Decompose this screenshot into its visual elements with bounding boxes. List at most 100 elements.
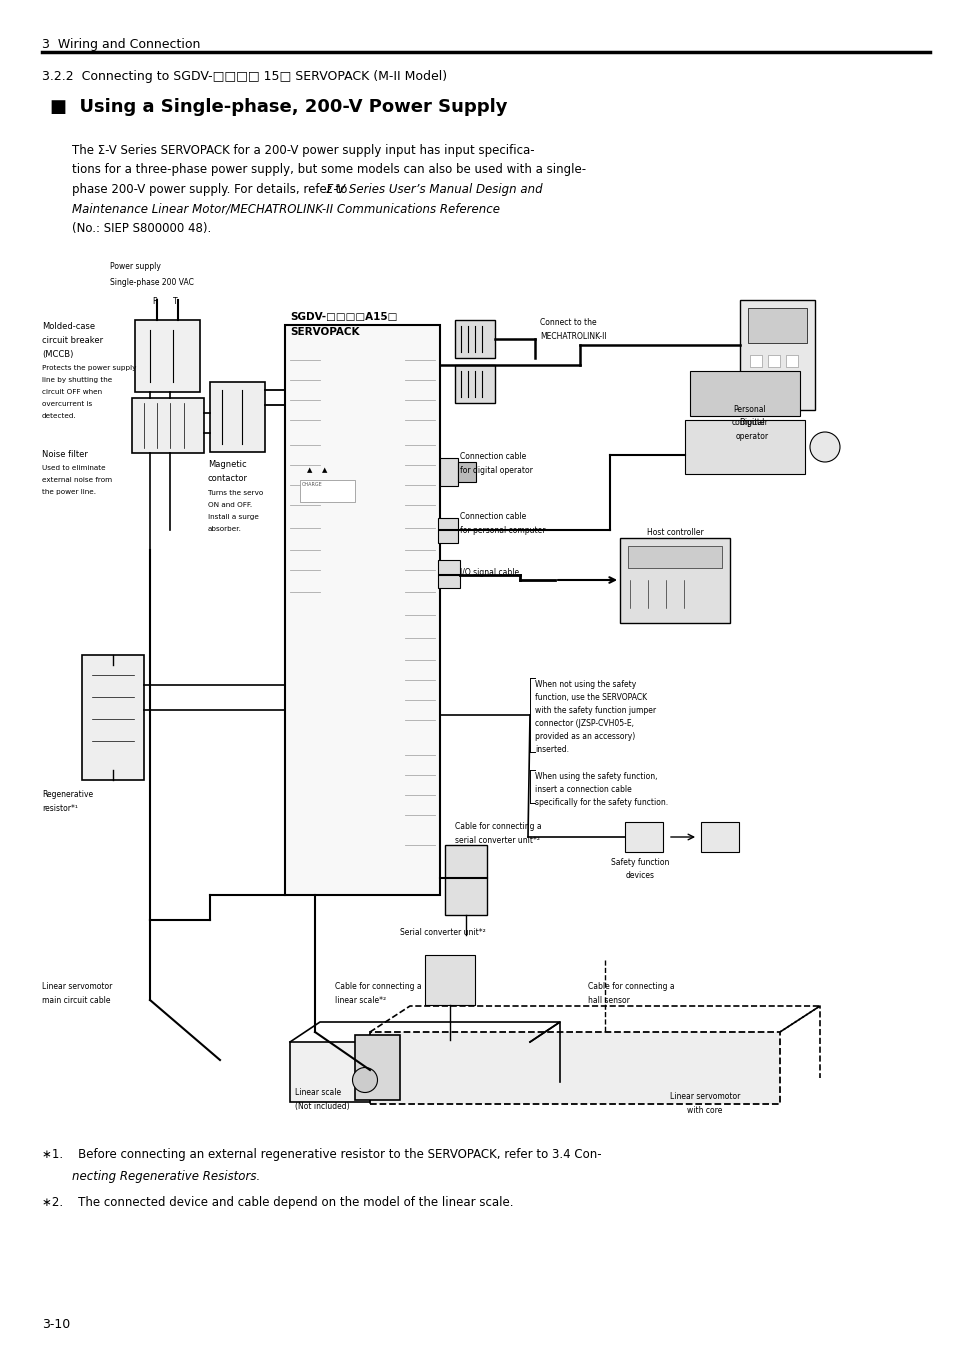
Text: connector (JZSP-CVH05-E,: connector (JZSP-CVH05-E, <box>535 719 634 727</box>
Text: 3  Wiring and Connection: 3 Wiring and Connection <box>42 38 200 51</box>
Text: MECHATROLINK-II: MECHATROLINK-II <box>539 333 606 341</box>
Text: Connection cable: Connection cable <box>459 512 526 521</box>
Text: I/O signal cable: I/O signal cable <box>459 568 518 577</box>
Text: Cable for connecting a: Cable for connecting a <box>587 982 674 991</box>
Text: ■  Using a Single-phase, 200-V Power Supply: ■ Using a Single-phase, 200-V Power Supp… <box>50 97 507 116</box>
Text: ∗1.    Before connecting an external regenerative resistor to the SERVOPACK, ref: ∗1. Before connecting an external regene… <box>42 1148 601 1161</box>
Text: with core: with core <box>686 1106 722 1115</box>
Text: hall sensor: hall sensor <box>587 996 629 1005</box>
Text: SERVOPACK: SERVOPACK <box>290 327 359 337</box>
Bar <box>437 560 459 588</box>
Text: 3.2.2  Connecting to SGDV-□□□□ 15□ SERVOPACK (M-II Model): 3.2.2 Connecting to SGDV-□□□□ 15□ SERVOP… <box>42 70 447 82</box>
Bar <box>684 420 804 475</box>
Text: 3-10: 3-10 <box>42 1318 71 1330</box>
Text: Σ-V Series User’s Manual Design and: Σ-V Series User’s Manual Design and <box>326 183 542 196</box>
Bar <box>740 300 814 410</box>
Bar <box>437 518 457 544</box>
Text: SGDV-□□□□A15□: SGDV-□□□□A15□ <box>290 312 397 322</box>
Bar <box>455 320 495 358</box>
Bar <box>747 308 806 343</box>
Text: Connection cable: Connection cable <box>459 452 526 461</box>
Bar <box>82 654 144 780</box>
Text: function, use the SERVOPACK: function, use the SERVOPACK <box>535 694 646 702</box>
Text: inserted.: inserted. <box>535 745 568 754</box>
Bar <box>132 397 204 453</box>
Ellipse shape <box>809 433 840 462</box>
Bar <box>290 1042 530 1102</box>
Text: (Not included): (Not included) <box>294 1102 349 1111</box>
Bar <box>627 546 721 568</box>
Bar <box>749 373 761 385</box>
Text: Cable for connecting a: Cable for connecting a <box>455 822 541 831</box>
Text: T: T <box>172 297 177 306</box>
Text: devices: devices <box>625 871 654 880</box>
Text: Linear servomotor: Linear servomotor <box>42 982 112 991</box>
Text: (MCCB): (MCCB) <box>42 350 73 360</box>
Text: insert a connection cable: insert a connection cable <box>535 786 631 794</box>
Bar <box>299 480 355 502</box>
Bar <box>355 1036 399 1101</box>
Text: R: R <box>152 297 157 306</box>
Text: Cable for connecting a: Cable for connecting a <box>335 982 421 991</box>
Text: necting Regenerative Resistors.: necting Regenerative Resistors. <box>42 1169 260 1183</box>
Text: Power supply: Power supply <box>110 262 161 270</box>
Bar <box>455 365 495 403</box>
Text: circuit breaker: circuit breaker <box>42 337 103 345</box>
Bar <box>457 462 476 483</box>
Text: circuit OFF when: circuit OFF when <box>42 389 102 395</box>
Bar <box>624 822 662 852</box>
Text: Digital: Digital <box>739 418 764 427</box>
Text: Connect to the: Connect to the <box>539 318 596 327</box>
Bar <box>785 356 797 366</box>
Text: The Σ-V Series SERVOPACK for a 200-V power supply input has input specifica-: The Σ-V Series SERVOPACK for a 200-V pow… <box>71 145 534 157</box>
Text: external noise from: external noise from <box>42 477 112 483</box>
Text: the power line.: the power line. <box>42 489 96 495</box>
Text: CHARGE: CHARGE <box>302 483 322 487</box>
Text: Protects the power supply: Protects the power supply <box>42 365 136 370</box>
Text: specifically for the safety function.: specifically for the safety function. <box>535 798 667 807</box>
Bar <box>285 324 439 895</box>
Bar <box>749 356 761 366</box>
Text: line by shutting the: line by shutting the <box>42 377 112 383</box>
Text: overcurrent is: overcurrent is <box>42 402 92 407</box>
Text: Single-phase 200 VAC: Single-phase 200 VAC <box>110 279 193 287</box>
Text: linear scale*²: linear scale*² <box>335 996 386 1005</box>
Text: serial converter unit*²: serial converter unit*² <box>455 836 539 845</box>
Text: Used to eliminate: Used to eliminate <box>42 465 106 470</box>
Text: computer: computer <box>731 418 767 427</box>
Text: Host controller: Host controller <box>646 529 702 537</box>
Bar <box>135 320 200 392</box>
Text: Noise filter: Noise filter <box>42 450 88 458</box>
Bar <box>619 538 729 623</box>
Text: contactor: contactor <box>208 475 248 483</box>
Text: detected.: detected. <box>42 412 76 419</box>
Bar <box>444 845 486 915</box>
Text: phase 200-V power supply. For details, refer to: phase 200-V power supply. For details, r… <box>71 183 351 196</box>
Text: Safety function: Safety function <box>610 859 668 867</box>
Text: Serial converter unit*²: Serial converter unit*² <box>399 927 485 937</box>
Bar <box>785 373 797 385</box>
Text: ▲: ▲ <box>307 466 313 473</box>
Text: Turns the servo: Turns the servo <box>208 489 263 496</box>
Bar <box>424 955 475 1005</box>
Text: resistor*¹: resistor*¹ <box>42 804 78 813</box>
Text: Regenerative: Regenerative <box>42 790 93 799</box>
Text: (No.: SIEP S800000 48).: (No.: SIEP S800000 48). <box>71 222 211 235</box>
Text: provided as an accessory): provided as an accessory) <box>535 731 635 741</box>
Text: Linear servomotor: Linear servomotor <box>669 1092 740 1101</box>
Text: main circuit cable: main circuit cable <box>42 996 111 1005</box>
Text: for personal computer: for personal computer <box>459 526 545 535</box>
Text: Personal: Personal <box>733 406 765 414</box>
Bar <box>439 458 457 485</box>
Text: operator: operator <box>735 433 768 441</box>
Bar <box>767 356 780 366</box>
Bar <box>689 370 800 415</box>
Text: tions for a three-phase power supply, but some models can also be used with a si: tions for a three-phase power supply, bu… <box>71 164 585 177</box>
Text: absorber.: absorber. <box>208 526 242 531</box>
Text: Molded-case: Molded-case <box>42 322 95 331</box>
Text: ON and OFF.: ON and OFF. <box>208 502 252 508</box>
Bar <box>370 1032 780 1105</box>
Text: Linear scale: Linear scale <box>294 1088 341 1096</box>
Ellipse shape <box>352 1068 377 1092</box>
Text: with the safety function jumper: with the safety function jumper <box>535 706 656 715</box>
